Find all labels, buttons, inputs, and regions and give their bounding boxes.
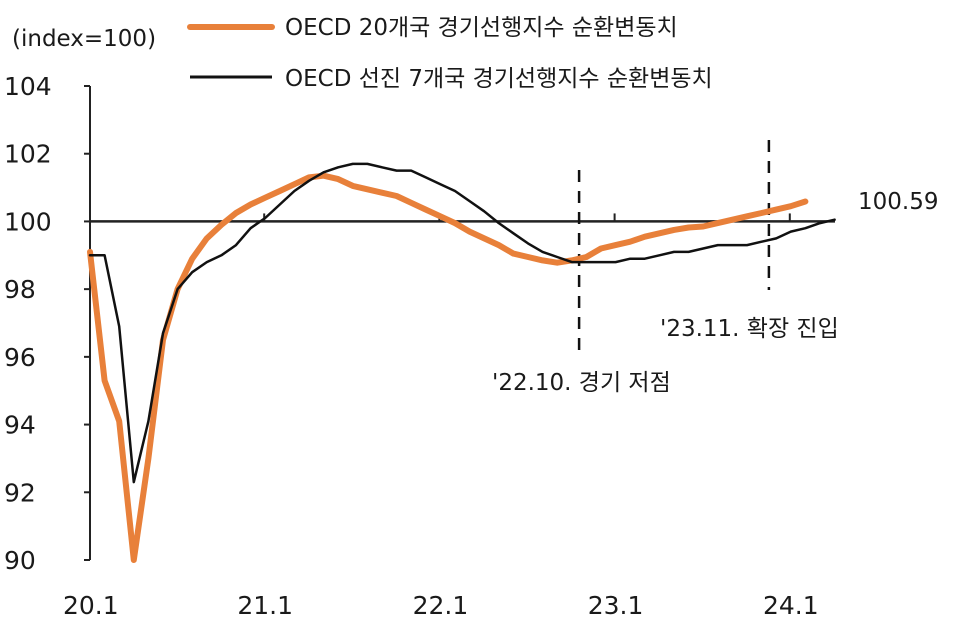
y-axis-label: (index=100) <box>12 26 156 52</box>
y-tick-label: 96 <box>4 343 36 372</box>
y-tick-label: 92 <box>4 478 36 507</box>
annotations: '22.10. 경기 저점 '23.11. 확장 진입 <box>492 140 839 396</box>
annotation-label-trough: '22.10. 경기 저점 <box>492 370 671 396</box>
legend-entry-oecd20: OECD 20개국 경기선행지수 순환변동치 <box>285 15 678 41</box>
series-lines <box>87 162 836 563</box>
y-tick-label: 98 <box>4 275 36 304</box>
x-tick-label: 21.1 <box>237 591 293 620</box>
x-tick-label: 22.1 <box>413 591 469 620</box>
series-line-oecd7 <box>88 162 836 484</box>
y-tick-label: 90 <box>4 546 36 575</box>
x-tick-label: 24.1 <box>763 591 819 620</box>
x-tick-labels: 20.1 21.1 22.1 23.1 24.1 <box>63 591 819 620</box>
end-value-label: 100.59 <box>858 189 938 215</box>
x-tick-label: 20.1 <box>63 591 119 620</box>
y-tick-label: 104 <box>4 72 52 101</box>
y-tick-labels: 90 92 94 96 98 100 102 104 <box>4 72 52 575</box>
y-tick-label: 100 <box>4 207 52 236</box>
x-tick-label: 23.1 <box>588 591 644 620</box>
series-line-oecd20 <box>87 172 809 563</box>
annotation-label-expansion: '23.11. 확장 진입 <box>660 316 839 342</box>
legend: OECD 20개국 경기선행지수 순환변동치 OECD 선진 7개국 경기선행지… <box>187 15 713 92</box>
y-tick-label: 94 <box>4 411 36 440</box>
legend-entry-oecd7: OECD 선진 7개국 경기선행지수 순환변동치 <box>285 66 713 92</box>
y-tick-label: 102 <box>4 140 52 169</box>
